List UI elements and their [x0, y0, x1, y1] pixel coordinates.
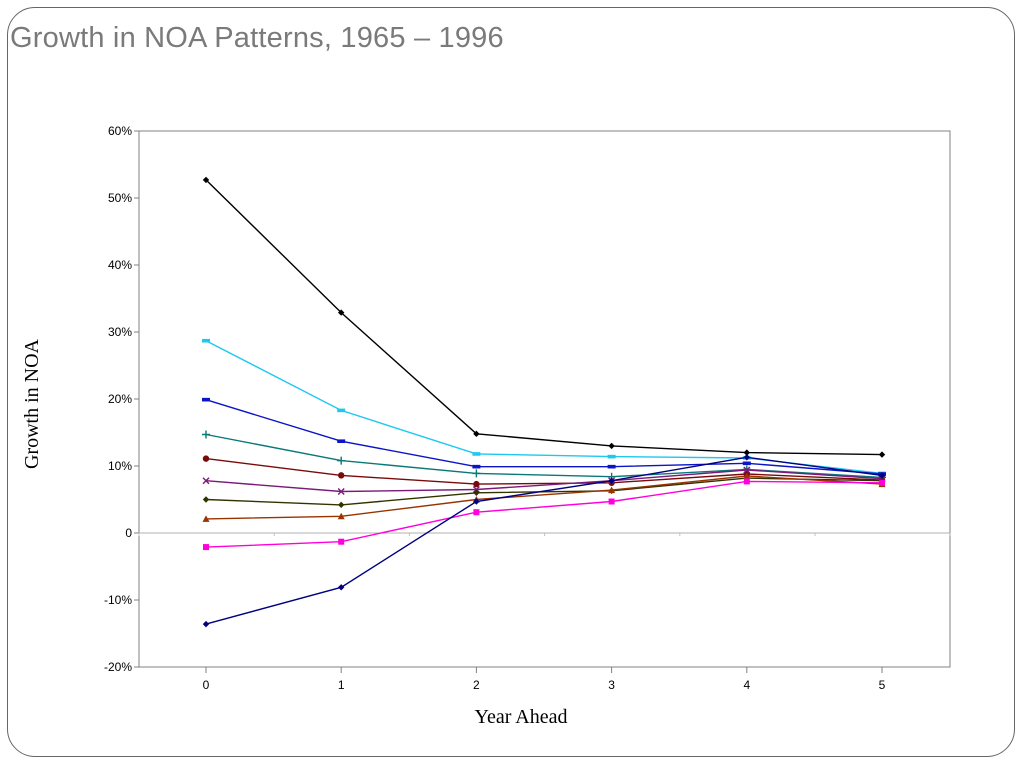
y-tick-label: 10% [108, 459, 132, 473]
series-line [205, 469, 883, 493]
series-9 [203, 478, 885, 551]
data-point [202, 496, 210, 503]
data-point [202, 397, 210, 402]
data-point [743, 472, 751, 480]
data-point [472, 464, 481, 469]
data-point [203, 544, 209, 551]
data-point [473, 498, 480, 505]
x-tick-label: 1 [338, 678, 345, 692]
y-tick-label: -10% [104, 593, 132, 607]
x-axis-title: Year Ahead [475, 706, 568, 728]
data-point [202, 477, 210, 485]
data-point [337, 456, 346, 465]
data-point [338, 538, 345, 545]
series-line [205, 475, 883, 520]
data-point [878, 451, 886, 458]
data-point [337, 487, 345, 495]
data-point [337, 439, 346, 444]
y-tick-label: 60% [108, 124, 132, 138]
data-point [608, 477, 615, 484]
series-line [205, 480, 883, 548]
x-tick-label: 2 [473, 678, 480, 692]
data-point [742, 461, 751, 466]
data-point [879, 479, 885, 486]
x-tick-label: 0 [203, 678, 210, 692]
y-tick-label: -20% [104, 660, 132, 674]
series-10 [202, 454, 886, 628]
data-point [338, 472, 345, 479]
x-tick-label: 3 [608, 678, 615, 692]
data-point [878, 472, 886, 479]
x-axis: 0 1 2 3 4 5 [203, 667, 886, 692]
data-point [338, 309, 345, 316]
series-line [205, 179, 883, 456]
y-tick-label: 30% [108, 325, 132, 339]
data-point [472, 452, 481, 456]
data-point [202, 515, 210, 522]
data-point [338, 501, 345, 509]
y-tick-label: 20% [108, 392, 132, 406]
data-point [473, 509, 480, 516]
data-point [743, 449, 750, 456]
series-line [205, 456, 883, 625]
data-point [472, 485, 480, 493]
series-layer [202, 176, 886, 628]
data-point [473, 489, 480, 496]
data-point [337, 408, 346, 413]
series-line [205, 433, 883, 479]
series-1 [202, 176, 886, 458]
x-tick-label: 5 [879, 678, 886, 692]
data-point [473, 480, 480, 488]
data-point [472, 469, 481, 478]
slide-title: Growth in NOA Patterns, 1965 – 1996 [10, 22, 504, 54]
data-point [743, 478, 750, 485]
data-point [743, 454, 750, 461]
data-point [608, 486, 616, 494]
data-point [338, 584, 345, 591]
y-axis-title: Growth in NOA [21, 338, 43, 469]
data-point [202, 620, 210, 628]
y-tick-label: 50% [108, 191, 132, 205]
data-point [202, 338, 210, 343]
plot-area [138, 130, 951, 668]
series-line [205, 399, 883, 475]
data-point [473, 430, 480, 438]
data-point [608, 442, 615, 450]
data-point [202, 176, 210, 184]
data-point [743, 466, 751, 474]
data-point [607, 454, 616, 459]
x-tick-label: 4 [743, 678, 750, 692]
data-point [202, 430, 210, 439]
data-point [337, 512, 345, 520]
data-point [202, 455, 210, 462]
series-line [205, 457, 883, 485]
y-tick-label: 0 [125, 526, 132, 540]
data-point [608, 498, 615, 505]
data-point [607, 464, 616, 469]
y-axis: -20% -10% 0 10% 20% 30% 40% 50% 60% [104, 124, 951, 674]
y-tick-label: 40% [108, 258, 132, 272]
